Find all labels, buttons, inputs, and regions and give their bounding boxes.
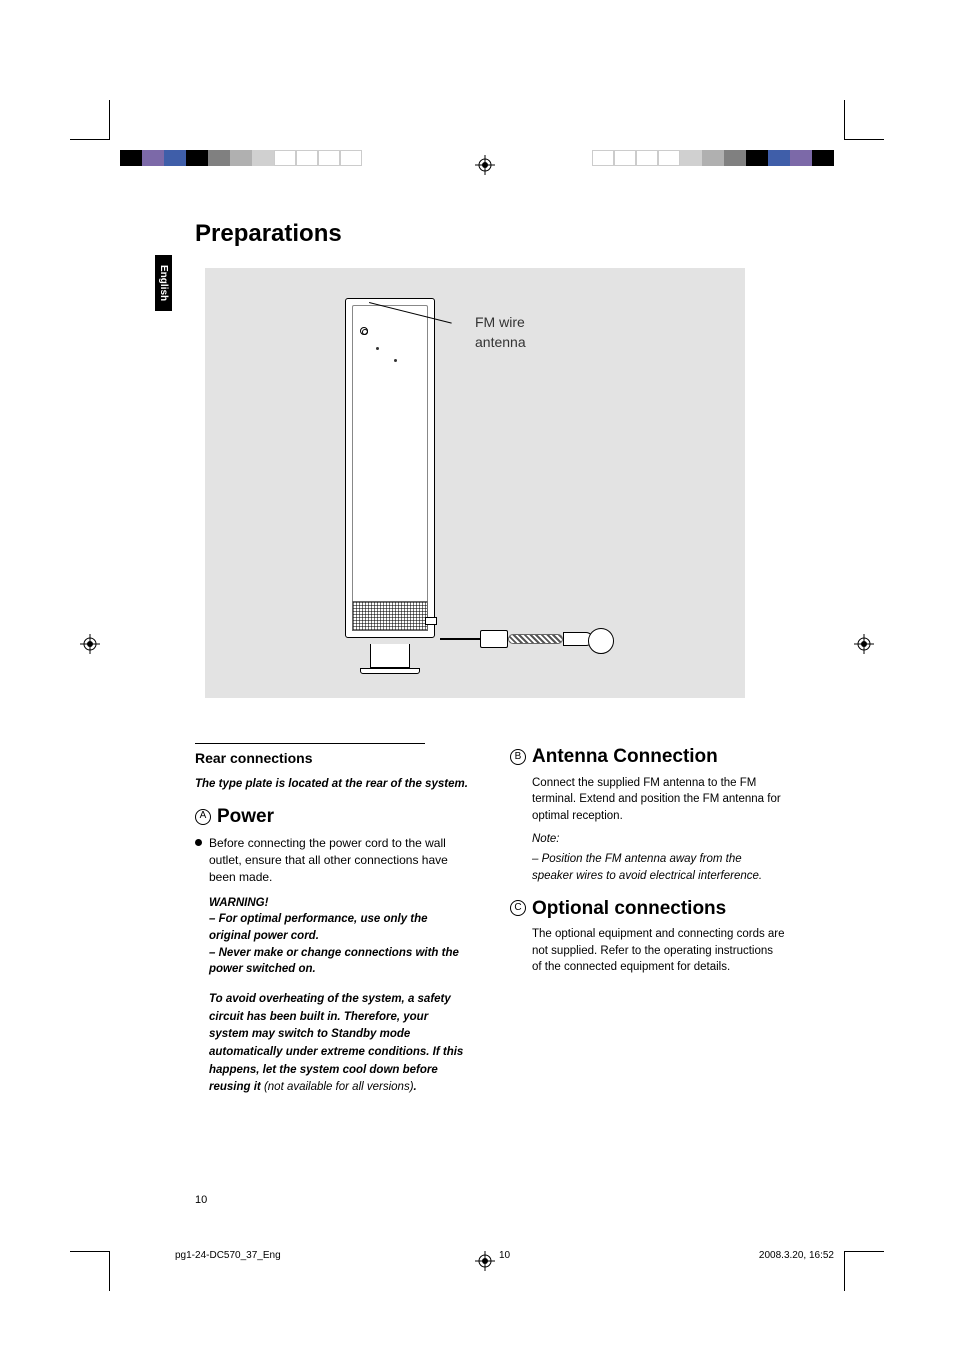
warning-2: – Never make or change connections with …	[195, 945, 470, 978]
overheat-main: To avoid overheating of the system, a sa…	[209, 993, 463, 1093]
section-letter-b: B	[510, 749, 526, 765]
tower-speaker-illustration	[345, 298, 435, 668]
registration-mark-icon	[854, 634, 874, 654]
warning-heading: WARNING!	[195, 895, 470, 912]
crop-mark	[844, 100, 884, 140]
antenna-label: FM wire antenna	[475, 313, 526, 352]
crop-mark	[844, 1251, 884, 1291]
typeplate-note: The type plate is located at the rear of…	[195, 776, 470, 793]
crop-mark	[70, 100, 110, 140]
page-title: Preparations	[195, 220, 835, 248]
printer-color-bar	[120, 150, 362, 166]
footer-date: 2008.3.20, 16:52	[759, 1250, 834, 1261]
registration-mark-icon	[475, 155, 495, 175]
optional-heading: C Optional connections	[510, 895, 785, 923]
content-area: Preparations FM wire antenna	[195, 220, 835, 1096]
overheat-end: .	[414, 1081, 417, 1093]
right-column: B Antenna Connection Connect the supplie…	[510, 743, 785, 1096]
section-letter-c: C	[510, 900, 526, 916]
left-column: Rear connections The type plate is locat…	[195, 743, 470, 1096]
overheat-note: To avoid overheating of the system, a sa…	[195, 990, 470, 1096]
printer-color-bar	[592, 150, 834, 166]
product-diagram: FM wire antenna	[205, 268, 745, 698]
page: English Preparations FM wire antenna	[0, 0, 954, 1351]
rear-connections-heading: Rear connections	[195, 748, 470, 768]
antenna-label-line2: antenna	[475, 334, 526, 350]
warning-1: – For optimal performance, use only the …	[195, 911, 470, 944]
power-heading-text: Power	[217, 803, 274, 831]
crop-mark	[70, 1251, 110, 1291]
power-plug-illustration	[440, 626, 620, 656]
overheat-paren: (not available for all versions)	[264, 1081, 414, 1093]
note-body: – Position the FM antenna away from the …	[532, 851, 785, 884]
registration-mark-icon	[80, 634, 100, 654]
print-footer: pg1-24-DC570_37_Eng 10 2008.3.20, 16:52	[175, 1250, 834, 1261]
antenna-body: Connect the supplied FM antenna to the F…	[532, 775, 785, 825]
language-tab: English	[155, 255, 172, 311]
optional-heading-text: Optional connections	[532, 895, 726, 923]
antenna-heading-text: Antenna Connection	[532, 743, 718, 771]
footer-page: 10	[499, 1250, 510, 1261]
optional-body: The optional equipment and connecting co…	[532, 926, 785, 976]
antenna-heading: B Antenna Connection	[510, 743, 785, 771]
page-number: 10	[195, 1194, 207, 1206]
antenna-label-line1: FM wire	[475, 314, 525, 330]
section-letter-a: A	[195, 809, 211, 825]
power-heading: A Power	[195, 803, 470, 831]
footer-filename: pg1-24-DC570_37_Eng	[175, 1250, 281, 1261]
power-bullet: Before connecting the power cord to the …	[195, 835, 470, 887]
note-heading: Note:	[532, 831, 785, 848]
